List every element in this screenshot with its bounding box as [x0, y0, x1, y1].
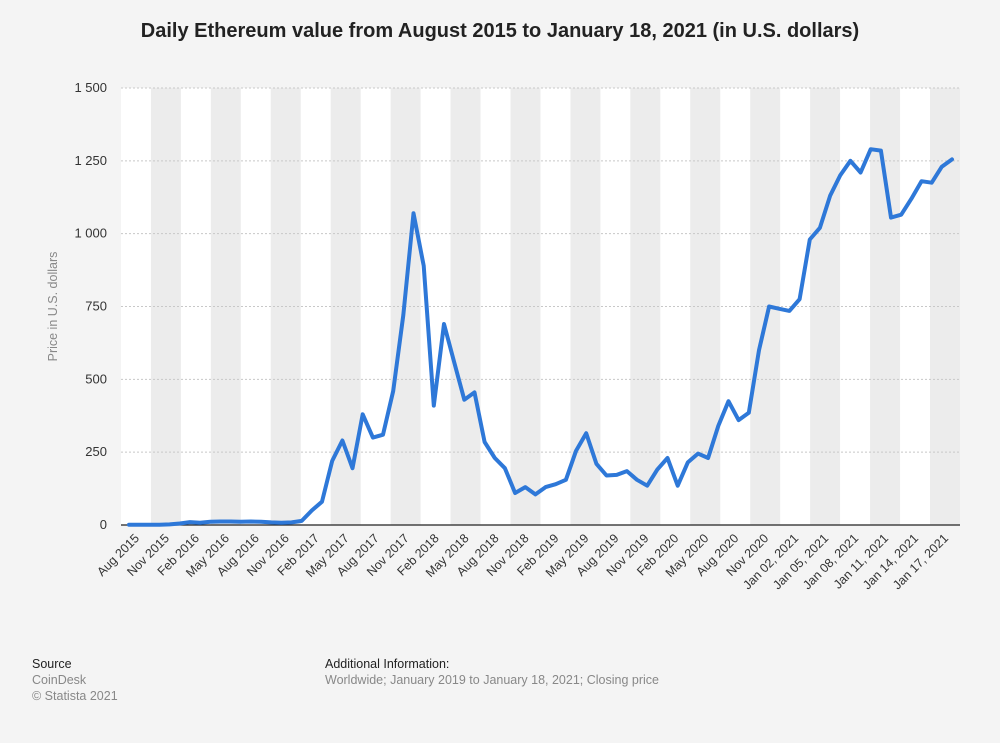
y-tick-label-4: 1 000	[74, 226, 107, 241]
series-line-0	[127, 147, 954, 527]
y-tick-label-5: 1 250	[74, 153, 107, 168]
source-label: Source	[32, 657, 72, 671]
y-tick-label-3: 750	[85, 299, 107, 314]
copyright-text: © Statista 2021	[32, 689, 118, 703]
additional-info-value: Worldwide; January 2019 to January 18, 2…	[325, 673, 659, 687]
y-tick-label-1: 250	[85, 444, 107, 459]
y-tick-label-2: 500	[85, 371, 107, 386]
y-axis-label: Price in U.S. dollars	[46, 252, 60, 362]
y-tick-label-6: 1 500	[74, 80, 107, 95]
y-tick-label-0: 0	[100, 517, 107, 532]
additional-info-label: Additional Information:	[325, 657, 450, 671]
source-block: Source CoinDesk © Statista 2021	[32, 657, 118, 703]
additional-info-block: Additional Information: Worldwide; Janua…	[325, 657, 659, 687]
source-value[interactable]: CoinDesk	[32, 673, 87, 687]
chart-title: Daily Ethereum value from August 2015 to…	[140, 20, 860, 42]
